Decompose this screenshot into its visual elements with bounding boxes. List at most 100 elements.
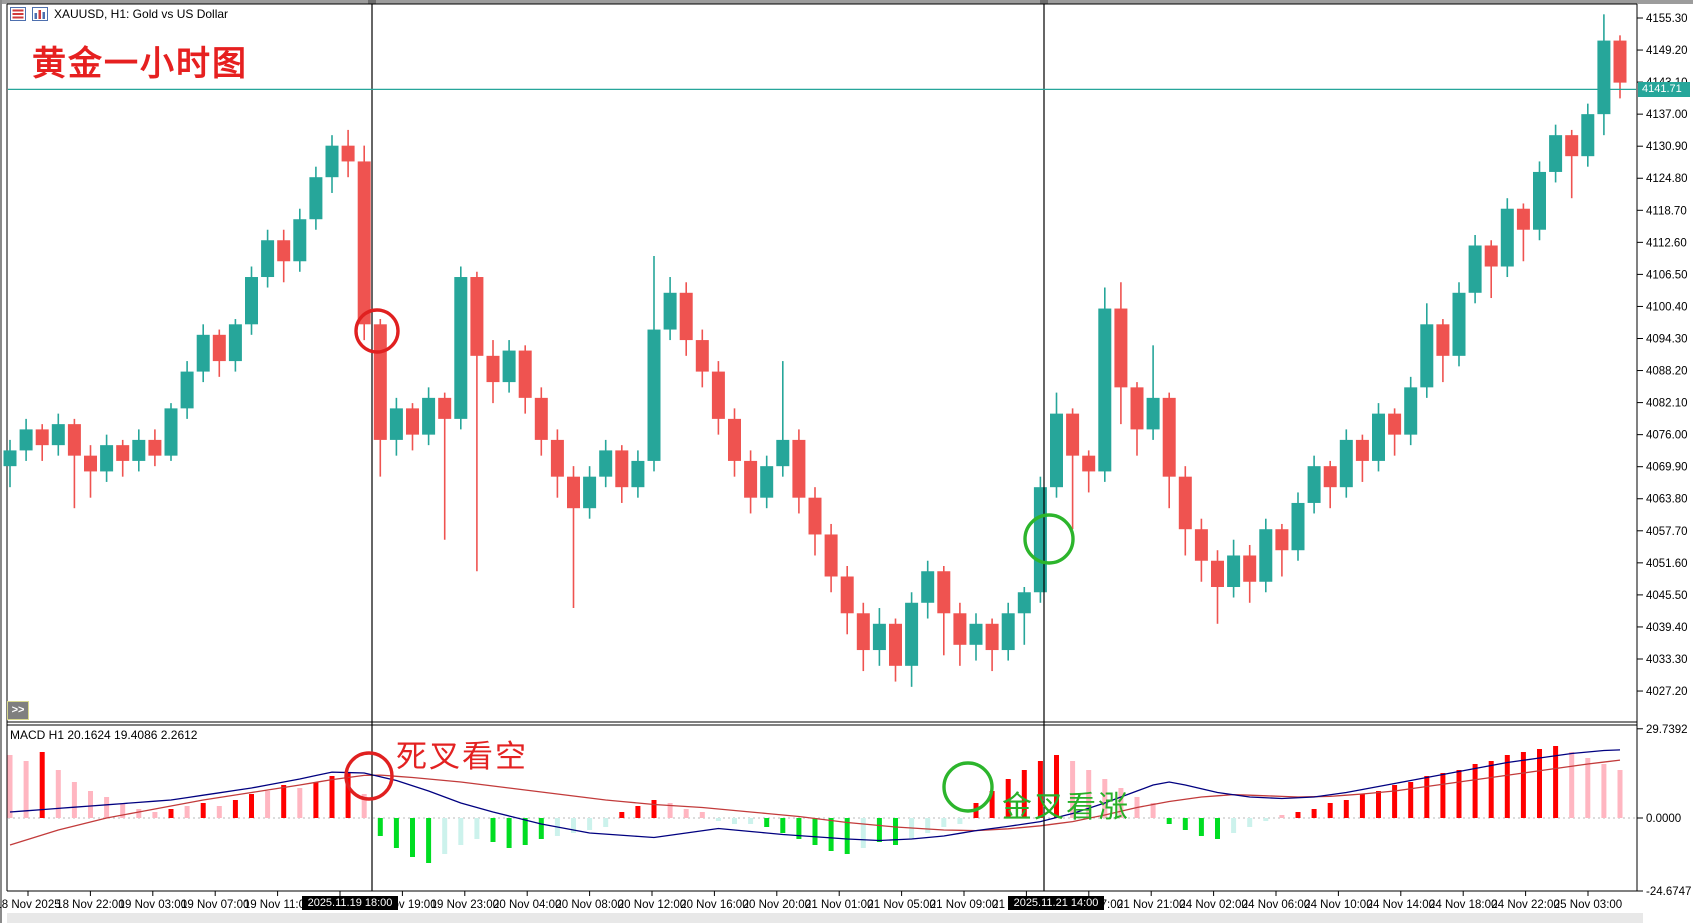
macd-bar bbox=[1408, 782, 1414, 818]
macd-bar bbox=[23, 761, 29, 818]
time-axis-label: 19 Nov 03:00 bbox=[119, 899, 187, 911]
candle bbox=[1275, 529, 1289, 551]
macd-bar bbox=[732, 818, 737, 824]
price-axis-label: 4063.80 bbox=[1646, 494, 1688, 506]
candle bbox=[212, 334, 226, 362]
candle bbox=[164, 408, 178, 456]
vline-top-marker bbox=[1040, 0, 1048, 4]
price-axis[interactable]: 4155.304149.204143.104137.004130.904124.… bbox=[1637, 13, 1688, 698]
macd-bar bbox=[860, 818, 866, 848]
candle bbox=[985, 623, 999, 651]
macd-bar bbox=[1456, 770, 1462, 818]
macd-bar bbox=[458, 818, 464, 845]
bottom-strip bbox=[7, 913, 1643, 923]
macd-bar bbox=[1569, 752, 1575, 818]
macd-bar bbox=[522, 818, 528, 845]
death-cross-annotation[interactable]: 死叉看空 bbox=[396, 739, 528, 774]
candle bbox=[1323, 466, 1337, 488]
macd-bar bbox=[957, 818, 963, 824]
price-axis-label: 4057.70 bbox=[1646, 526, 1688, 538]
candle bbox=[969, 623, 983, 645]
macd-bar bbox=[587, 818, 593, 830]
candle bbox=[454, 277, 468, 419]
vline1-time-label[interactable]: 2025.11.19 18:00 bbox=[302, 896, 398, 910]
macd-bar bbox=[1021, 770, 1027, 818]
price-axis-label: 4039.40 bbox=[1646, 622, 1688, 634]
macd-bar bbox=[764, 818, 770, 827]
candle bbox=[357, 161, 371, 325]
candle bbox=[1194, 529, 1208, 561]
macd-bar bbox=[490, 818, 496, 842]
candle bbox=[1259, 529, 1273, 582]
indicator-expand-button[interactable]: >> bbox=[7, 701, 29, 720]
indicator-list-icon bbox=[10, 7, 26, 21]
time-axis-label: 24 Nov 02:00 bbox=[1179, 899, 1247, 911]
macd-bar bbox=[297, 788, 303, 818]
macd-bar bbox=[683, 809, 689, 818]
macd-bar bbox=[1504, 755, 1510, 818]
candle bbox=[1404, 387, 1418, 435]
price-axis-label: 4051.60 bbox=[1646, 558, 1688, 570]
macd-bar bbox=[925, 818, 931, 833]
macd-bar bbox=[1376, 791, 1381, 818]
cross-marker-circle[interactable] bbox=[344, 751, 394, 801]
macd-bar bbox=[216, 806, 222, 818]
candle bbox=[760, 466, 774, 498]
cross-marker-circle[interactable] bbox=[1023, 513, 1075, 565]
candle bbox=[599, 450, 613, 477]
candle bbox=[325, 145, 339, 178]
current-price-tag: 4141.71 bbox=[1638, 82, 1690, 97]
macd-bar bbox=[635, 806, 641, 818]
candle bbox=[35, 429, 49, 446]
macd-bar bbox=[876, 818, 882, 842]
golden-cross-annotation[interactable]: 金叉看涨 bbox=[1002, 791, 1130, 824]
candle bbox=[744, 460, 758, 498]
macd-bar bbox=[1392, 785, 1398, 818]
macd-bar bbox=[410, 818, 415, 857]
candle bbox=[1082, 455, 1096, 472]
macd-bar bbox=[941, 818, 947, 827]
candle bbox=[1291, 502, 1305, 551]
time-axis-label: 25 Nov 03:00 bbox=[1554, 899, 1622, 911]
macd-bar bbox=[1198, 818, 1204, 836]
candle bbox=[180, 371, 194, 409]
price-axis-label: 4069.90 bbox=[1646, 462, 1688, 474]
cross-marker-circle[interactable] bbox=[354, 308, 400, 354]
macd-bar bbox=[506, 818, 512, 848]
price-axis-label: 4112.60 bbox=[1646, 237, 1687, 249]
price-axis-label: 4106.50 bbox=[1646, 269, 1688, 281]
candle bbox=[1001, 613, 1015, 651]
candle bbox=[373, 324, 387, 440]
time-axis-label: 21 Nov 05:00 bbox=[867, 899, 935, 911]
macd-bar bbox=[538, 818, 544, 839]
macd-histogram bbox=[7, 746, 1623, 863]
candle bbox=[631, 460, 645, 488]
candle bbox=[1307, 466, 1321, 503]
annotation-heading[interactable]: 黄金一小时图 bbox=[32, 45, 248, 83]
candle bbox=[132, 439, 146, 461]
candle bbox=[518, 350, 532, 398]
macd-bar bbox=[1086, 770, 1092, 818]
candle bbox=[148, 439, 162, 456]
candle bbox=[1050, 413, 1063, 488]
candle bbox=[856, 613, 870, 651]
macd-main-line bbox=[9, 749, 1621, 842]
candle bbox=[1178, 476, 1192, 530]
macd-bar bbox=[281, 785, 287, 818]
vline2-time-label[interactable]: 2025.11.21 14:00 bbox=[1008, 896, 1104, 910]
macd-bar bbox=[442, 818, 448, 854]
candle bbox=[422, 397, 436, 435]
candle bbox=[808, 497, 822, 535]
candle bbox=[872, 623, 886, 651]
price-axis-label: 4100.40 bbox=[1646, 301, 1688, 313]
window-top-strip bbox=[0, 0, 1693, 4]
macd-bar bbox=[1005, 779, 1011, 818]
cross-marker-circle[interactable] bbox=[942, 761, 994, 813]
candle bbox=[470, 277, 484, 356]
macd-bar bbox=[1537, 749, 1542, 818]
macd-axis[interactable]: 29.7392 0.0000 -24.6747 bbox=[1637, 724, 1691, 898]
candle bbox=[1017, 592, 1031, 614]
